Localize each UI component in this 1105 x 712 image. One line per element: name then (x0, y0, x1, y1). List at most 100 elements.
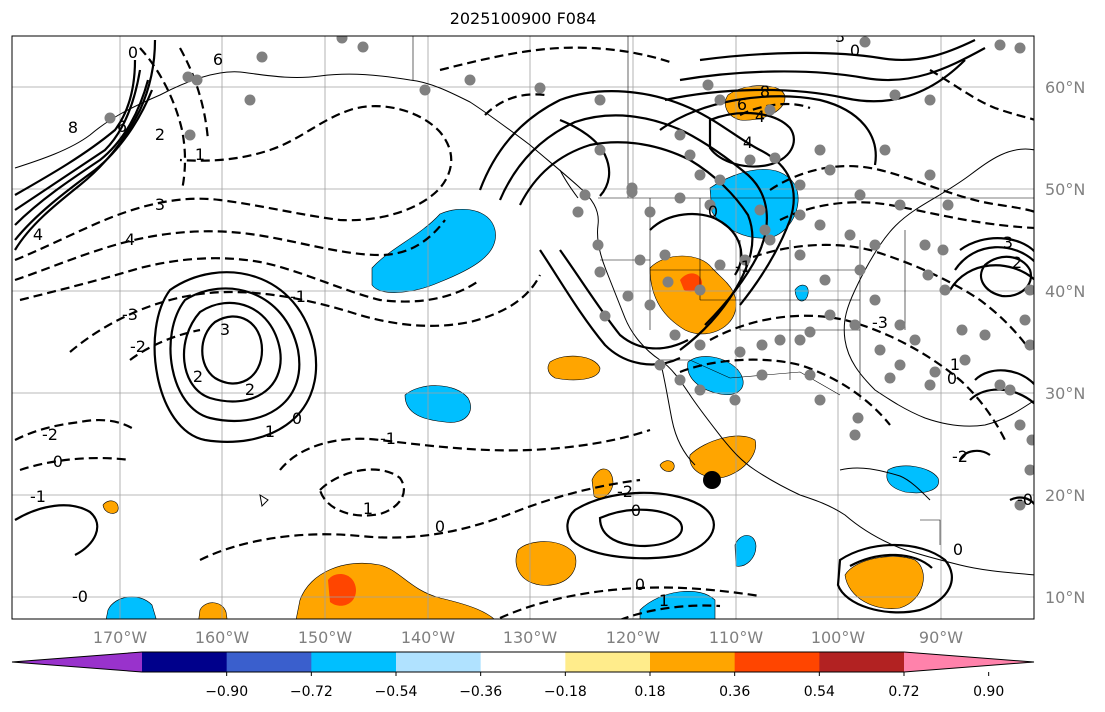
contour-label: -2 (42, 425, 58, 444)
station-dot (894, 199, 906, 211)
contour-label: 0 (708, 202, 718, 221)
contour-negative (679, 358, 891, 426)
latitude-label: 10°N (1045, 588, 1085, 607)
contour-label: 0 (435, 517, 445, 536)
station-dot (804, 369, 816, 381)
station-dot (244, 94, 256, 106)
contour-negative (779, 201, 1034, 230)
contour-negative (129, 328, 201, 361)
station-dot (1019, 314, 1031, 326)
station-dot (702, 79, 714, 91)
station-dot (644, 299, 656, 311)
contour-negative (19, 456, 131, 472)
contour-label: -3 (122, 305, 138, 324)
contour-positive (498, 114, 768, 326)
colorbar-outline (11, 651, 1035, 673)
contour-label: 3 (1003, 233, 1013, 252)
colorbar: −0.90 −0.72 −0.54 −0.36 −0.18 0.18 0.36 0.54 0.7… (11, 651, 1035, 700)
contour-label: 0 (292, 409, 302, 428)
shade-positive (659, 460, 675, 472)
contour-label: 0 (631, 501, 641, 520)
station-dot (824, 164, 836, 176)
contour-negative (929, 69, 1034, 121)
station-dot (622, 290, 634, 302)
contour-label: 8 (760, 82, 770, 101)
station-dot (959, 354, 971, 366)
contour-label: 4 (755, 107, 765, 126)
station-dot (889, 89, 901, 101)
contour-positive (959, 237, 1034, 253)
station-dot (824, 309, 836, 321)
contour-positive (664, 59, 966, 103)
contour-positive (169, 287, 301, 423)
contour-label: 0 (850, 41, 860, 60)
station-dot (714, 94, 726, 106)
colorbar-label: 0.18 (634, 684, 665, 700)
station-dot (764, 234, 776, 246)
contour-positive (836, 544, 953, 614)
station-dot (994, 39, 1006, 51)
contour-label: -1 (290, 287, 306, 306)
station-dot (814, 394, 826, 406)
colorbar-segment (142, 652, 228, 672)
station-dot (1024, 464, 1034, 476)
colorbar-segment (565, 652, 651, 672)
contour-label: 3 (155, 195, 165, 214)
contour-label: 6 (737, 95, 747, 114)
station-dot (729, 394, 741, 406)
station-dot (336, 36, 348, 44)
shade-negative (639, 590, 716, 619)
contour-label: 2 (1012, 253, 1022, 272)
contour-positive (979, 255, 1033, 298)
contour-label: 3 (835, 27, 845, 46)
station-dot (849, 319, 861, 331)
shade-positive-high (328, 574, 356, 606)
shade-negative (794, 284, 809, 302)
station-dot (357, 41, 369, 53)
station-dot (754, 204, 766, 216)
station-dot (869, 239, 881, 251)
contour-positive (949, 264, 1034, 291)
station-dot (759, 224, 771, 236)
station-dot (1026, 434, 1034, 446)
contour-positive (14, 89, 154, 241)
coastlines (14, 71, 1034, 576)
contour-negative (14, 419, 136, 441)
colorbar-segment (311, 652, 397, 672)
contour-label: -0 (72, 587, 88, 606)
contour-negative (14, 219, 446, 282)
longitude-label: 120°W (606, 628, 661, 647)
contour-label: 3 (220, 320, 230, 339)
station-dot (956, 324, 968, 336)
contour-positive (708, 111, 795, 168)
station-dot (182, 71, 194, 83)
colorbar-label: 0.90 (973, 684, 1004, 700)
contour-label: 6 (213, 50, 223, 69)
station-dot (924, 169, 936, 181)
latitude-label: 30°N (1045, 384, 1085, 403)
contour-negative (739, 243, 1031, 351)
station-dot (694, 339, 706, 351)
contour-label: 0 (128, 43, 138, 62)
anomaly-shading (102, 85, 939, 619)
station-dot (919, 239, 931, 251)
contour-positive (699, 39, 976, 62)
contour-negative (619, 604, 721, 619)
station-dot (674, 129, 686, 141)
contour-label: 0 (947, 369, 957, 388)
contour-positive (201, 315, 264, 385)
contour-positive (14, 504, 99, 556)
station-dot (756, 369, 768, 381)
contour-label: 0 (953, 540, 963, 559)
contour-label: 1 (659, 591, 669, 610)
colorbar-label: −0.72 (290, 684, 333, 700)
contour-negative (179, 47, 210, 141)
station-dot (814, 144, 826, 156)
contour-positive (598, 508, 683, 548)
contour-positive (954, 246, 1034, 271)
shade-positive (295, 562, 495, 619)
station-dot (734, 346, 746, 358)
graticule (12, 36, 1034, 619)
station-dot (1014, 499, 1026, 511)
